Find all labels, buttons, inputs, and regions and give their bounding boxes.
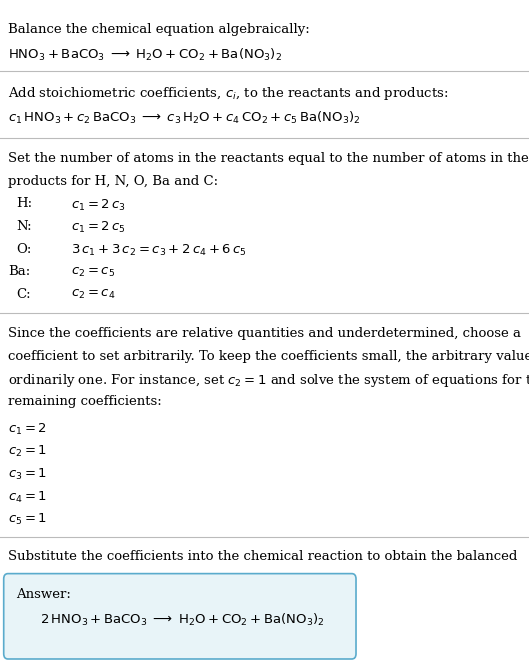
Text: $c_2 = c_5$: $c_2 = c_5$ [71, 265, 115, 279]
Text: $c_1 = 2\,c_5$: $c_1 = 2\,c_5$ [71, 220, 126, 235]
FancyBboxPatch shape [4, 574, 356, 659]
Text: products for H, N, O, Ba and C:: products for H, N, O, Ba and C: [8, 175, 218, 187]
Text: coefficient to set arbitrarily. To keep the coefficients small, the arbitrary va: coefficient to set arbitrarily. To keep … [8, 350, 529, 362]
Text: $\mathrm{HNO_3 + BaCO_3 \;\longrightarrow\; H_2O + CO_2 + Ba(NO_3)_2}$: $\mathrm{HNO_3 + BaCO_3 \;\longrightarro… [8, 47, 282, 63]
Text: equation:: equation: [8, 573, 71, 586]
Text: N:: N: [16, 220, 32, 233]
Text: $c_4 = 1$: $c_4 = 1$ [8, 490, 47, 505]
Text: H:: H: [16, 197, 32, 210]
Text: $2\,\mathrm{HNO_3} + \mathrm{BaCO_3} \;\longrightarrow\; \mathrm{H_2O} + \mathrm: $2\,\mathrm{HNO_3} + \mathrm{BaCO_3} \;\… [40, 612, 324, 628]
Text: O:: O: [16, 243, 31, 255]
Text: Since the coefficients are relative quantities and underdetermined, choose a: Since the coefficients are relative quan… [8, 327, 521, 340]
Text: Add stoichiometric coefficients, $c_i$, to the reactants and products:: Add stoichiometric coefficients, $c_i$, … [8, 85, 448, 102]
Text: $3\,c_1 + 3\,c_2 = c_3 + 2\,c_4 + 6\,c_5$: $3\,c_1 + 3\,c_2 = c_3 + 2\,c_4 + 6\,c_5… [71, 243, 247, 258]
Text: C:: C: [16, 288, 31, 301]
Text: Balance the chemical equation algebraically:: Balance the chemical equation algebraica… [8, 23, 309, 36]
Text: $c_2 = c_4$: $c_2 = c_4$ [71, 288, 116, 301]
Text: remaining coefficients:: remaining coefficients: [8, 395, 162, 408]
Text: Ba:: Ba: [8, 265, 30, 278]
Text: Substitute the coefficients into the chemical reaction to obtain the balanced: Substitute the coefficients into the che… [8, 550, 517, 563]
Text: $c_1\,\mathrm{HNO_3} + c_2\,\mathrm{BaCO_3} \;\longrightarrow\; c_3\,\mathrm{H_2: $c_1\,\mathrm{HNO_3} + c_2\,\mathrm{BaCO… [8, 110, 361, 126]
Text: $c_3 = 1$: $c_3 = 1$ [8, 467, 47, 482]
Text: $c_5 = 1$: $c_5 = 1$ [8, 512, 47, 528]
Text: Answer:: Answer: [16, 588, 71, 601]
Text: $c_2 = 1$: $c_2 = 1$ [8, 444, 47, 460]
Text: ordinarily one. For instance, set $c_2 = 1$ and solve the system of equations fo: ordinarily one. For instance, set $c_2 =… [8, 372, 529, 389]
Text: Set the number of atoms in the reactants equal to the number of atoms in the: Set the number of atoms in the reactants… [8, 152, 528, 165]
Text: $c_1 = 2$: $c_1 = 2$ [8, 422, 47, 437]
Text: $c_1 = 2\,c_3$: $c_1 = 2\,c_3$ [71, 197, 126, 213]
